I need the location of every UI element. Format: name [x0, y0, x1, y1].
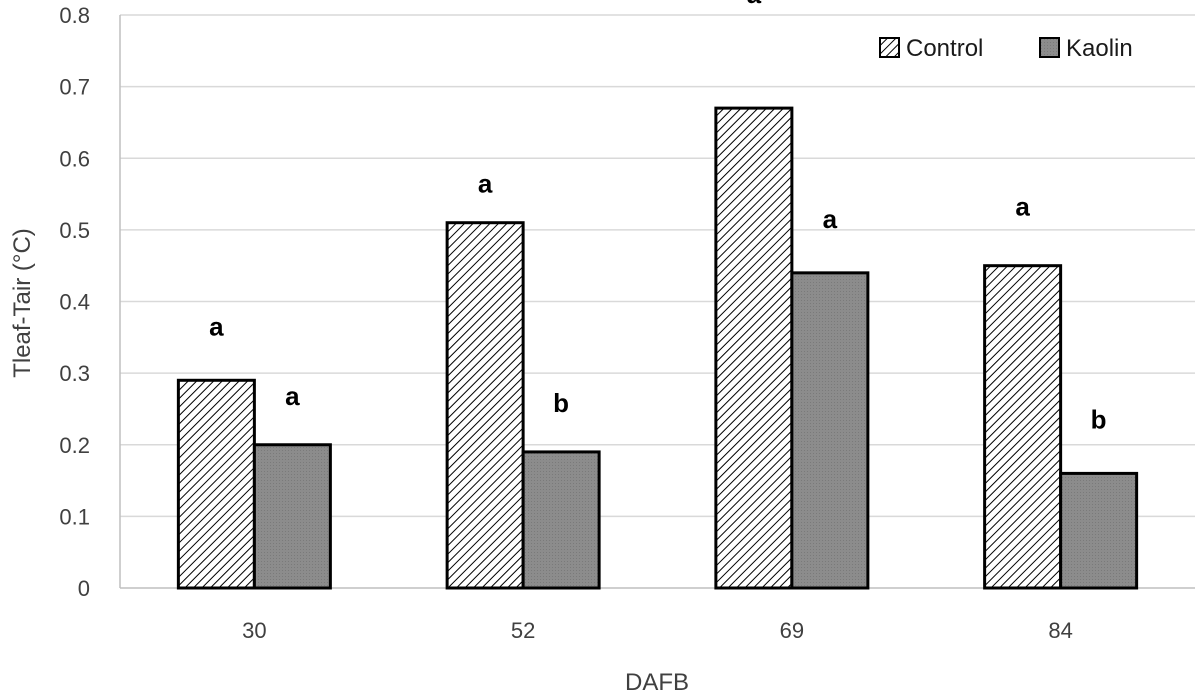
significance-label: b	[1091, 404, 1107, 434]
y-tick-label: 0.5	[59, 218, 90, 243]
x-tick-label: 30	[242, 618, 266, 643]
y-axis-title: Tleaf-Tair (°C)	[9, 228, 36, 378]
x-tick-label: 69	[780, 618, 804, 643]
significance-label: a	[478, 169, 493, 199]
bar-kaolin-84	[1059, 471, 1139, 590]
significance-label: a	[747, 0, 762, 9]
y-tick-label: 0.6	[59, 146, 90, 171]
y-tick-label: 0.8	[59, 3, 90, 28]
x-tick-label: 84	[1048, 618, 1072, 643]
bar-control-52	[445, 221, 525, 590]
x-axis-title: DAFB	[625, 669, 689, 696]
significance-label: a	[209, 311, 224, 341]
y-tick-label: 0.4	[59, 290, 90, 315]
bar-control-84	[983, 264, 1063, 590]
legend-label-kaolin: Kaolin	[1066, 35, 1133, 62]
bar-kaolin-52	[521, 450, 601, 590]
y-tick-label: 0.7	[59, 75, 90, 100]
bar-control-69	[714, 106, 794, 590]
significance-label: a	[823, 204, 838, 234]
y-tick-label: 0.3	[59, 361, 90, 386]
bar-kaolin-69	[790, 271, 870, 590]
bar-kaolin-30	[252, 443, 332, 590]
bar-control-30	[176, 378, 256, 590]
bars	[176, 106, 1139, 590]
y-tick-label: 0.2	[59, 433, 90, 458]
legend-swatch-kaolin	[1039, 37, 1060, 58]
y-tick-label: 0.1	[59, 504, 90, 529]
labels: 0 0.1 0.2 0.3 0.4 0.5 0.6 0.7 0.8 a a 30 a b 52 a a 69 a b 8…	[59, 0, 1106, 643]
legend-label-control: Control	[906, 35, 983, 62]
x-tick-label: 52	[511, 618, 535, 643]
significance-label: a	[1015, 192, 1030, 222]
significance-label: b	[553, 388, 569, 418]
y-tick-label: 0	[78, 576, 90, 601]
legend-swatch-control	[879, 37, 900, 58]
significance-label: a	[285, 381, 300, 411]
legend: Control Kaolin	[879, 35, 1133, 62]
